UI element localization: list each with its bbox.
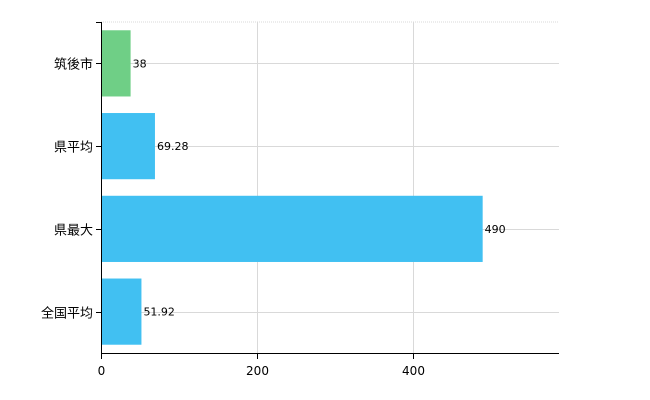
x-tick-label: 200 [246,364,269,378]
bar-value-label: 490 [485,223,506,236]
bar [101,113,155,180]
bar-value-label: 51.92 [143,306,175,319]
bar [101,195,483,262]
gridlines [101,21,559,353]
bar [101,278,142,345]
axes [96,22,559,359]
bars [101,30,483,345]
bar [101,30,131,97]
y-tick-label: 県最大 [54,224,93,239]
y-tick-label: 全国平均 [41,306,93,322]
bar-value-label: 69.28 [157,140,189,153]
x-tick-label: 0 [98,364,106,378]
x-tick-label: 400 [402,364,425,378]
y-tick-label: 県平均 [54,141,93,156]
y-tick-label: 筑後市 [54,57,93,73]
bar-value-label: 38 [133,57,147,70]
